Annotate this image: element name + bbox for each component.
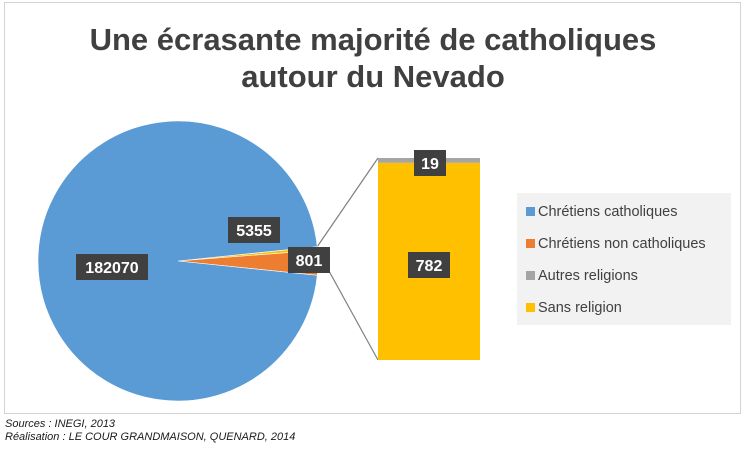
legend-swatch-3 (526, 271, 535, 280)
legend-box (517, 193, 731, 325)
legend-swatch-4 (526, 303, 535, 312)
label-bar-segment-2: 19 (414, 150, 446, 176)
label-slice-3-text: 801 (296, 253, 323, 270)
legend-label-1: Chrétiens catholiques (538, 204, 677, 220)
legend-swatch-2 (526, 239, 535, 248)
pie-slice-1 (37, 120, 318, 402)
label-bar-segment-2-text: 19 (421, 156, 439, 173)
chart-title-line-2: autour du Nevado (241, 59, 505, 94)
label-bar-segment-1-box (408, 252, 450, 278)
legend: Chrétiens catholiques Chrétiens non catho… (517, 193, 731, 325)
label-slice-1: 182070 (76, 254, 148, 280)
label-slice-2-box (228, 217, 280, 243)
legend-label-3: Autres religions (538, 268, 638, 284)
connector-line-top (316, 157, 379, 247)
legend-swatch-1 (526, 207, 535, 216)
chart-title-line-1: Une écrasante majorité de catholiques (90, 22, 657, 57)
pie-chart (37, 120, 319, 402)
credits-sources: Sources : INEGI, 2013 (5, 418, 116, 430)
credits: Sources : INEGI, 2013 Réalisation : LE C… (5, 418, 295, 444)
legend-label-4: Sans religion (538, 300, 622, 316)
label-bar-segment-1-text: 782 (416, 258, 443, 275)
label-bar-segment-1: 782 (408, 252, 450, 278)
credits-realisation: Réalisation : LE COUR GRANDMAISON, QUENA… (5, 431, 296, 443)
label-slice-1-text: 182070 (85, 260, 138, 277)
label-slice-2-text: 5355 (236, 223, 272, 240)
label-slice-2: 5355 (228, 217, 280, 243)
legend-label-2: Chrétiens non catholiques (538, 236, 706, 252)
label-slice-1-box (76, 254, 148, 280)
label-slice-3: 801 (288, 247, 330, 273)
label-bar-segment-2-box (414, 150, 446, 176)
label-slice-3-box (288, 247, 330, 273)
chart-title: Une écrasante majorité de catholiquesaut… (90, 22, 657, 94)
data-labels: 182070 5355 801 782 19 (76, 150, 450, 280)
